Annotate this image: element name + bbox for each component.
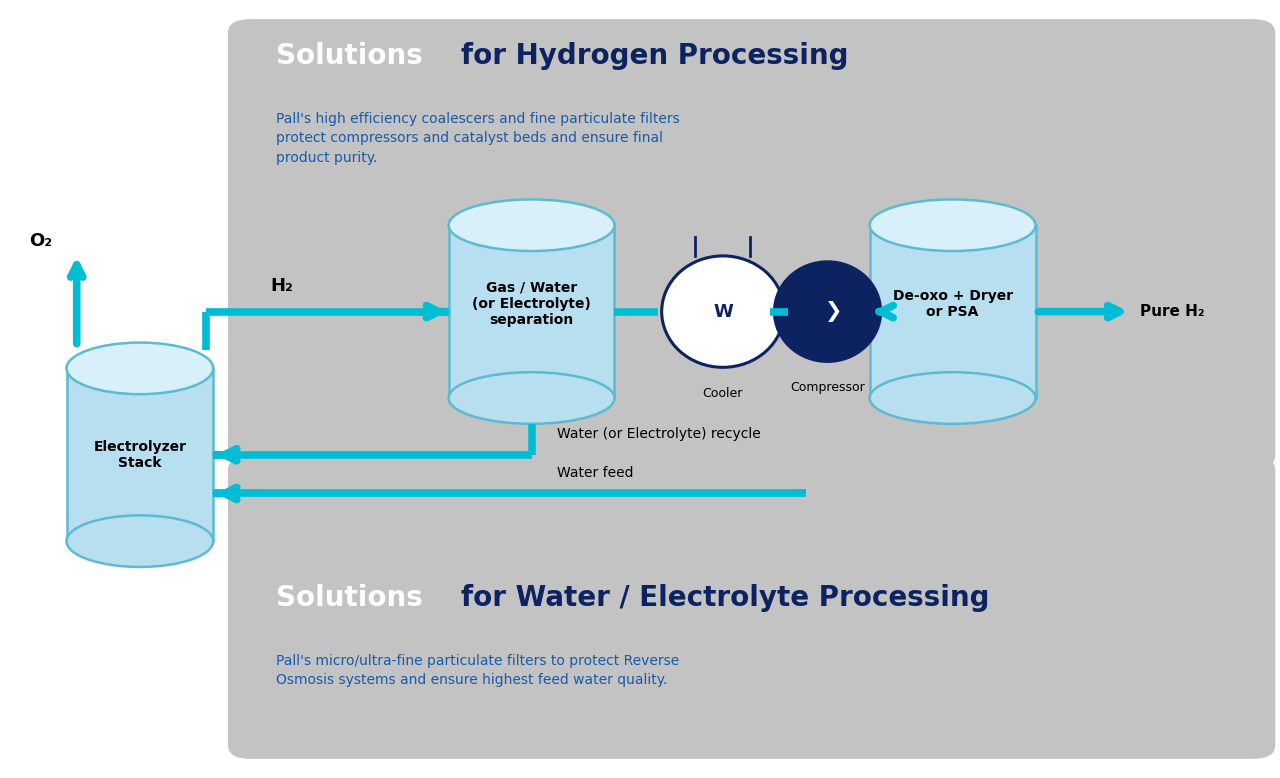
Bar	[869, 225, 1036, 398]
Ellipse shape	[869, 372, 1036, 424]
Text: Pure H₂: Pure H₂	[1140, 304, 1204, 319]
FancyBboxPatch shape	[228, 457, 1275, 759]
Text: Water (or Electrolyte) recycle: Water (or Electrolyte) recycle	[557, 427, 760, 441]
Ellipse shape	[662, 256, 785, 367]
Text: for Hydrogen Processing: for Hydrogen Processing	[461, 42, 849, 70]
Text: H₂: H₂	[270, 277, 293, 295]
Text: O₂: O₂	[29, 232, 52, 250]
FancyBboxPatch shape	[228, 19, 1275, 468]
Text: Electrolyzer
Stack: Electrolyzer Stack	[93, 440, 187, 470]
Ellipse shape	[448, 372, 614, 424]
Ellipse shape	[869, 199, 1036, 251]
Ellipse shape	[774, 261, 881, 362]
Text: Solutions: Solutions	[276, 584, 433, 612]
Bar	[448, 225, 614, 398]
Ellipse shape	[448, 199, 614, 251]
Text: Gas / Water
(or Electrolyte)
separation: Gas / Water (or Electrolyte) separation	[472, 281, 591, 327]
Text: Pall's micro/ultra-fine particulate filters to protect Reverse
Osmosis systems a: Pall's micro/ultra-fine particulate filt…	[276, 654, 680, 687]
Text: Solutions: Solutions	[276, 42, 433, 70]
Text: Compressor: Compressor	[790, 381, 865, 394]
Text: W: W	[713, 303, 733, 321]
Bar	[67, 368, 214, 541]
Text: Cooler: Cooler	[703, 387, 744, 400]
Text: ❯: ❯	[826, 301, 842, 322]
Text: for Water / Electrolyte Processing: for Water / Electrolyte Processing	[461, 584, 989, 612]
Text: De-oxo + Dryer
or PSA: De-oxo + Dryer or PSA	[892, 289, 1012, 319]
Ellipse shape	[67, 515, 214, 567]
Text: Pall's high efficiency coalescers and fine particulate filters
protect compresso: Pall's high efficiency coalescers and fi…	[276, 112, 680, 165]
Ellipse shape	[67, 342, 214, 394]
Text: Water feed: Water feed	[557, 465, 634, 479]
